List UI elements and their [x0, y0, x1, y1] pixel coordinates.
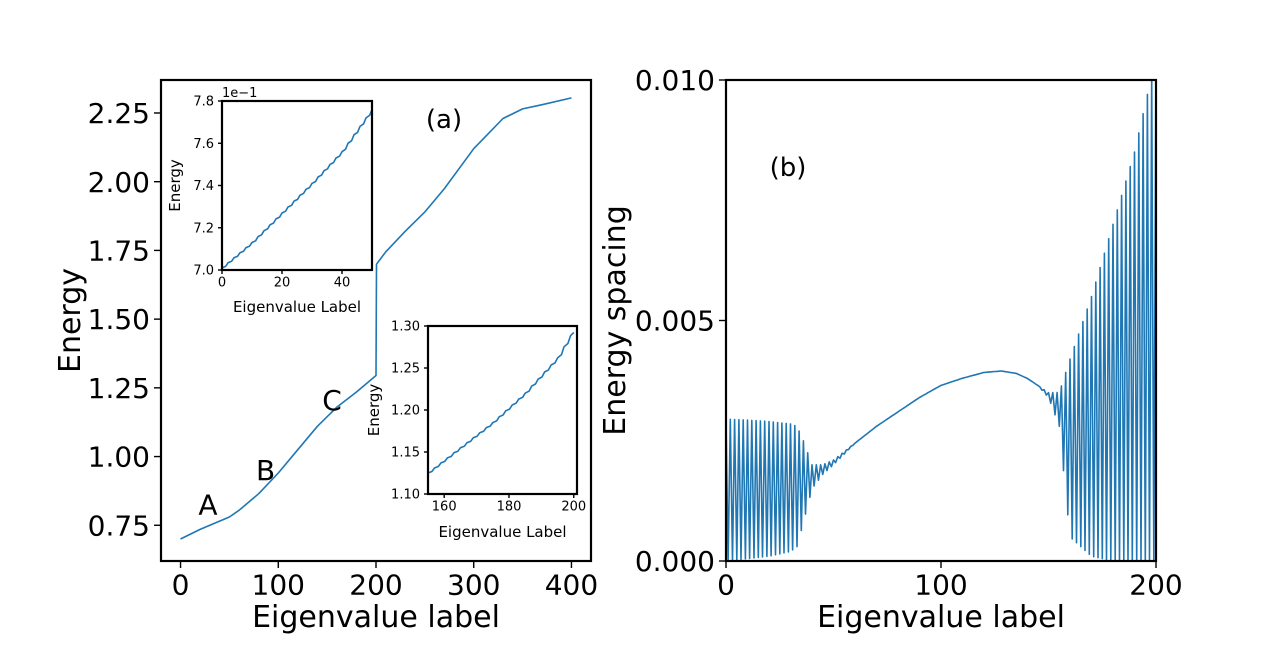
- y-tick-label: 1.25: [88, 372, 150, 405]
- x-axis-label: Eigenvalue label: [817, 600, 1065, 635]
- y-tick-label: 1.30: [391, 320, 420, 335]
- annotation-b: B: [256, 454, 275, 487]
- y-tick-label: 0.75: [88, 509, 150, 542]
- x-axis-label: Eigenvalue label: [252, 600, 500, 635]
- x-tick-label: 40: [334, 275, 351, 290]
- y-tick-label: 0.000: [635, 545, 715, 578]
- x-tick-label: 0: [172, 569, 190, 602]
- y-tick-label: 1.20: [391, 404, 420, 419]
- y-tick-label: 7.2: [193, 221, 214, 236]
- y-tick-label: 1.25: [391, 362, 420, 377]
- y-tick-label: 1.15: [391, 446, 420, 461]
- x-tick-label: 160: [432, 499, 457, 514]
- energy-series-line: [180, 97, 572, 540]
- x-tick-label: 0: [218, 275, 226, 290]
- x-axis-label: Eigenvalue Label: [438, 523, 566, 541]
- panel-label-a: (a): [426, 105, 462, 135]
- y-tick-label: 1.75: [88, 234, 150, 267]
- offset-text: 1e−1: [222, 86, 257, 101]
- y-tick-label: 2.00: [88, 166, 150, 199]
- y-axis-label: Energy: [166, 159, 184, 212]
- panel-b: 0 100 200 0.000 0.005 0.010 Eigenvalue label En…: [598, 64, 1183, 635]
- x-tick-label: 200: [561, 499, 586, 514]
- y-tick-label: 2.25: [88, 97, 150, 130]
- y-tick-label: 7.6: [193, 137, 214, 152]
- panel-label-b: (b): [770, 153, 807, 183]
- axes-frame: [220, 99, 374, 272]
- y-tick-label: 1.50: [88, 303, 150, 336]
- y-axis-label: Energy spacing: [598, 205, 633, 436]
- axes-frame: [724, 78, 1158, 563]
- plot-area: [222, 101, 372, 270]
- spacing-series-line: [726, 80, 1156, 561]
- y-tick-label: 1.00: [88, 441, 150, 474]
- y-axis-label: Energy: [365, 384, 383, 437]
- inset-lower-right: 160 180 200 1.10 1.15 1.20 1.25 1.30 Eigenvalue …: [365, 320, 586, 541]
- x-tick-label: 400: [545, 569, 598, 602]
- axes-frame: [426, 324, 579, 496]
- y-tick-label: 1.10: [391, 488, 420, 503]
- axes-frame: [159, 78, 593, 563]
- x-axis-label: Eigenvalue Label: [233, 298, 361, 316]
- x-tick-label: 100: [252, 569, 305, 602]
- inset-upper-left: 0 20 40 7.0 7.2 7.4 7.6 7.8 Eigenvalue Label Ener…: [166, 86, 374, 316]
- y-tick-label: 7.4: [193, 179, 214, 194]
- y-tick-label: 7.8: [193, 95, 214, 110]
- y-tick-label: 0.005: [635, 305, 715, 338]
- plot-area: [428, 326, 577, 494]
- annotation-a: A: [198, 488, 217, 521]
- annotation-c: C: [322, 384, 342, 417]
- x-tick-label: 100: [914, 569, 967, 602]
- inset-series-line: [221, 109, 373, 269]
- x-tick-label: 0: [717, 569, 735, 602]
- y-axis-label: Energy: [53, 268, 88, 373]
- x-tick-label: 200: [349, 569, 402, 602]
- inset-series-line: [427, 331, 575, 474]
- y-tick-label: 7.0: [193, 264, 214, 279]
- x-tick-label: 300: [447, 569, 500, 602]
- x-tick-label: 20: [274, 275, 291, 290]
- y-tick-label: 0.010: [635, 64, 715, 97]
- x-tick-label: 180: [497, 499, 522, 514]
- x-tick-label: 200: [1129, 569, 1182, 602]
